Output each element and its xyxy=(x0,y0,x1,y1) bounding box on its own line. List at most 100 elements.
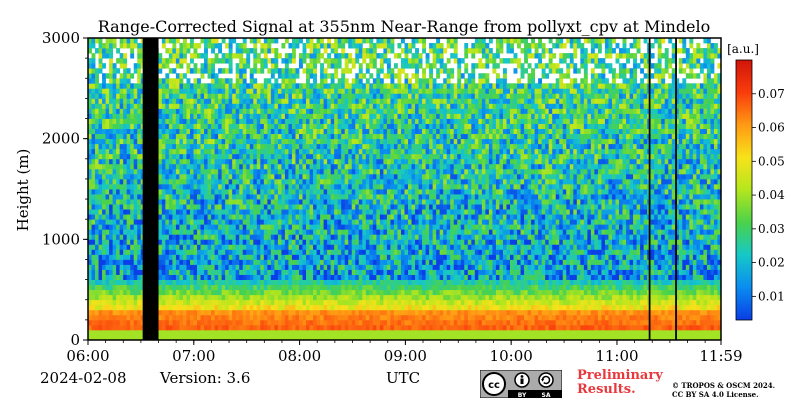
heatmap-cell xyxy=(386,229,391,235)
heatmap-cell xyxy=(123,168,128,175)
heatmap-cell xyxy=(221,229,226,235)
heatmap-cell xyxy=(88,168,92,175)
heatmap-cell xyxy=(246,88,251,94)
heatmap-cell xyxy=(348,309,353,316)
heatmap-cell xyxy=(133,194,138,200)
heatmap-cell xyxy=(344,289,349,296)
heatmap-cell xyxy=(158,113,163,119)
heatmap-cell xyxy=(119,204,124,210)
heatmap-cell xyxy=(165,219,170,225)
heatmap-cell xyxy=(376,88,381,94)
heatmap-cell xyxy=(200,153,205,160)
heatmap-cell xyxy=(105,314,110,321)
heatmap-cell xyxy=(130,118,135,124)
heatmap-cell xyxy=(235,269,240,275)
heatmap-cell xyxy=(316,249,321,255)
heatmap-cell xyxy=(309,58,314,64)
heatmap-cell xyxy=(284,219,289,225)
heatmap-cell xyxy=(313,93,317,99)
heatmap-cell xyxy=(309,209,314,215)
heatmap-cell xyxy=(376,118,381,124)
heatmap-cell xyxy=(119,153,124,160)
heatmap-cell xyxy=(386,239,391,245)
heatmap-cell xyxy=(228,88,233,94)
heatmap-cell xyxy=(284,68,289,74)
heatmap-cell xyxy=(348,254,353,260)
heatmap-cell xyxy=(327,329,332,336)
heatmap-cell xyxy=(337,143,342,150)
heatmap-cell xyxy=(288,148,293,155)
heatmap-cell xyxy=(263,249,268,255)
heatmap-cell xyxy=(372,239,377,245)
heatmap-cell xyxy=(246,108,251,114)
heatmap-cell xyxy=(225,279,230,286)
heatmap-cell xyxy=(137,98,142,104)
heatmap-cell xyxy=(242,244,247,250)
heatmap-cell xyxy=(197,269,201,275)
heatmap-cell xyxy=(182,118,187,124)
heatmap-cell xyxy=(313,68,317,74)
heatmap-cell xyxy=(355,199,360,205)
heatmap-cell xyxy=(327,214,332,220)
heatmap-cell xyxy=(182,58,187,64)
heatmap-cell xyxy=(372,58,377,64)
heatmap-cell xyxy=(249,128,254,135)
heatmap-cell xyxy=(249,158,254,165)
heatmap-cell xyxy=(362,128,367,135)
heatmap-cell xyxy=(109,163,114,170)
heatmap-cell xyxy=(161,264,166,270)
heatmap-cell xyxy=(119,239,124,245)
heatmap-cell xyxy=(358,189,363,195)
heatmap-cell xyxy=(207,264,212,270)
heatmap-cell xyxy=(225,133,230,140)
heatmap-cell xyxy=(306,183,310,190)
heatmap-cell xyxy=(193,48,198,54)
heatmap-cell xyxy=(253,178,258,185)
heatmap-cell xyxy=(214,224,219,230)
heatmap-cell xyxy=(161,284,166,291)
heatmap-cell xyxy=(344,83,349,89)
heatmap-cell xyxy=(281,304,286,311)
heatmap-cell xyxy=(88,48,92,54)
heatmap-cell xyxy=(242,148,247,155)
heatmap-cell xyxy=(98,189,103,195)
heatmap-cell xyxy=(337,324,342,331)
heatmap-cell xyxy=(334,284,339,291)
heatmap-cell xyxy=(320,168,325,175)
heatmap-cell xyxy=(355,173,360,180)
heatmap-cell xyxy=(263,244,268,250)
heatmap-cell xyxy=(288,234,293,240)
heatmap-cell xyxy=(253,204,258,210)
heatmap-cell xyxy=(390,93,395,99)
heatmap-cell xyxy=(277,219,282,225)
heatmap-cell xyxy=(105,239,110,245)
heatmap-cell xyxy=(376,163,381,170)
heatmap-cell xyxy=(207,244,212,250)
heatmap-cell xyxy=(242,314,247,321)
heatmap-cell xyxy=(386,118,391,124)
heatmap-cell xyxy=(91,103,96,109)
heatmap-cell xyxy=(175,239,180,245)
heatmap-cell xyxy=(256,103,261,109)
heatmap-cell xyxy=(362,143,367,150)
heatmap-cell xyxy=(186,214,191,220)
heatmap-cell xyxy=(362,48,367,54)
heatmap-cell xyxy=(323,304,328,311)
heatmap-cell xyxy=(172,294,177,301)
heatmap-cell xyxy=(295,299,300,306)
heatmap-cell xyxy=(137,88,142,94)
heatmap-cell xyxy=(320,93,325,99)
heatmap-cell xyxy=(383,148,388,155)
heatmap-cell xyxy=(302,329,307,336)
heatmap-cell xyxy=(102,43,106,49)
heatmap-cell xyxy=(182,319,187,326)
heatmap-cell xyxy=(355,113,360,119)
heatmap-cell xyxy=(189,178,194,185)
heatmap-cell xyxy=(218,309,223,316)
heatmap-cell xyxy=(197,274,201,280)
heatmap-cell xyxy=(393,334,398,341)
heatmap-cell xyxy=(119,158,124,165)
heatmap-cell xyxy=(334,209,339,215)
heatmap-cell xyxy=(306,189,310,195)
heatmap-cell xyxy=(246,284,251,291)
